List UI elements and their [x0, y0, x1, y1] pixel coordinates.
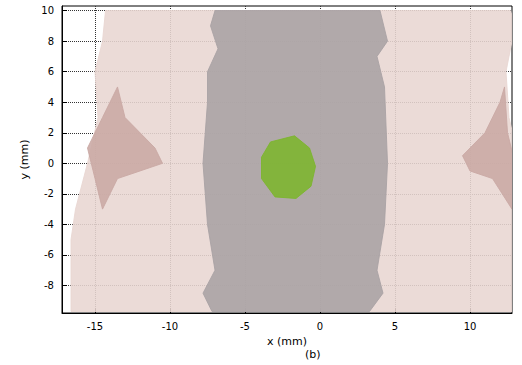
svg-text:y (mm): y (mm)	[18, 139, 31, 179]
svg-text:6: 6	[48, 66, 54, 77]
svg-text:2: 2	[48, 127, 54, 138]
svg-text:-5: -5	[240, 321, 250, 332]
svg-text:x (mm): x (mm)	[267, 335, 307, 348]
svg-text:5: 5	[392, 321, 398, 332]
svg-text:4: 4	[48, 97, 54, 108]
svg-text:10: 10	[464, 321, 477, 332]
svg-text:-4: -4	[44, 219, 54, 230]
svg-text:(b): (b)	[305, 348, 321, 361]
svg-text:-10: -10	[162, 321, 178, 332]
svg-text:10: 10	[41, 5, 54, 16]
svg-text:0: 0	[48, 158, 54, 169]
svg-text:-2: -2	[44, 188, 54, 199]
svg-text:-6: -6	[44, 249, 54, 260]
svg-text:0: 0	[317, 321, 323, 332]
svg-text:-8: -8	[44, 280, 54, 291]
svg-text:8: 8	[48, 36, 54, 47]
svg-text:-15: -15	[87, 321, 103, 332]
